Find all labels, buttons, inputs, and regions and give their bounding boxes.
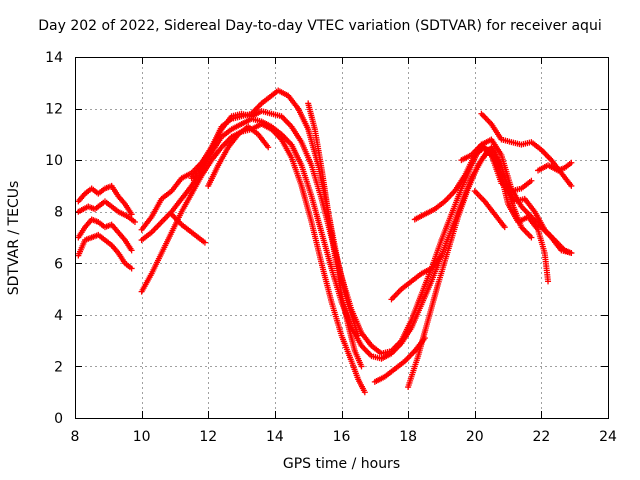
data-point [528, 177, 535, 184]
x-tick-label: 20 [466, 429, 484, 445]
y-tick-label: 2 [54, 359, 63, 375]
x-axis-label: GPS time / hours [282, 456, 401, 472]
series-track-4 [75, 198, 138, 226]
data-point [201, 239, 208, 246]
y-tick-label: 10 [45, 153, 63, 169]
series-track-18 [471, 188, 508, 231]
y-tick-label: 4 [54, 308, 63, 324]
data-point [361, 389, 368, 396]
x-tick-label: 18 [399, 429, 417, 445]
data-point [131, 219, 138, 226]
chart-title: Day 202 of 2022, Sidereal Day-to-day VTE… [38, 18, 602, 34]
x-tick-label: 14 [266, 429, 284, 445]
data-points [75, 87, 575, 396]
series-track-5 [138, 108, 575, 357]
data-point [128, 247, 135, 254]
series-track-9 [305, 100, 365, 370]
series-track-10 [205, 123, 272, 189]
y-axis-label: SDTVAR / TECUs [6, 180, 22, 296]
y-tick-label: 8 [54, 205, 63, 221]
y-tick-label: 12 [45, 102, 63, 118]
plot-frame [75, 57, 609, 419]
series-track-19 [535, 159, 575, 174]
x-tick-label: 12 [199, 429, 217, 445]
x-tick-label: 24 [599, 429, 617, 445]
data-point [265, 144, 272, 151]
series-track-16 [478, 110, 575, 189]
y-tick-label: 0 [54, 411, 63, 427]
x-tick-label: 16 [333, 429, 351, 445]
data-point [128, 265, 135, 272]
data-point [501, 224, 508, 231]
series-track-1 [75, 182, 135, 218]
series-track-17 [458, 141, 535, 195]
x-tick-label: 10 [133, 429, 151, 445]
series-track-7 [138, 121, 368, 396]
data-point [528, 234, 535, 241]
series-track-2 [75, 231, 135, 272]
series-track-14 [388, 252, 445, 303]
series-track-11 [168, 211, 208, 246]
data-point [545, 278, 552, 285]
y-tick-label: 6 [54, 256, 63, 272]
data-point [568, 159, 575, 166]
series-track-3 [75, 216, 135, 254]
data-point [355, 332, 362, 339]
x-tick-label: 22 [532, 429, 550, 445]
data-point [568, 249, 575, 256]
data-point [438, 252, 445, 259]
data-point [358, 363, 365, 370]
data-point [128, 211, 135, 218]
series-track-8 [188, 87, 362, 339]
y-tick-label: 14 [45, 50, 63, 66]
data-point [568, 182, 575, 189]
x-tick-label: 8 [71, 429, 80, 445]
